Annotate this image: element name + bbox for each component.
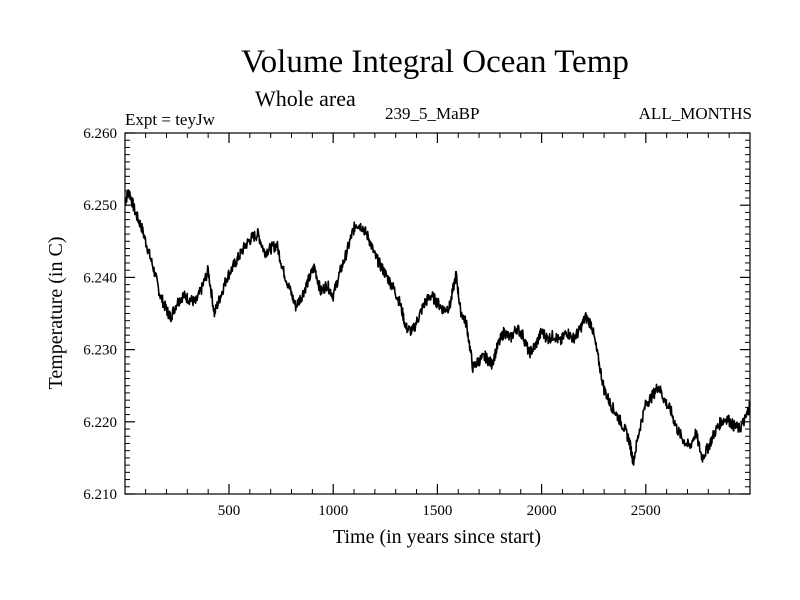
y-tick-label: 6.210 xyxy=(83,487,117,503)
y-tick-label: 6.240 xyxy=(83,270,117,286)
y-tick-label: 6.260 xyxy=(83,126,117,142)
x-tick-label: 500 xyxy=(218,503,241,519)
x-tick-label: 2500 xyxy=(631,503,661,519)
plot-frame xyxy=(124,132,751,495)
period-label: 239_5_MaBP xyxy=(385,104,480,123)
chart-subtitle: Whole area xyxy=(255,86,356,111)
y-tick-labels: 6.210 6.220 6.230 6.240 6.250 6.260 xyxy=(83,126,117,503)
x-tick-labels: 500 1000 1500 2000 2500 xyxy=(218,503,661,519)
y-tick-label: 6.250 xyxy=(83,198,117,214)
experiment-label: Expt = teyJw xyxy=(125,110,215,129)
major-ticks xyxy=(125,132,750,495)
months-label: ALL_MONTHS xyxy=(638,104,752,123)
x-tick-label: 2000 xyxy=(527,503,557,519)
minor-ticks xyxy=(125,133,750,494)
chart-title: Volume Integral Ocean Temp xyxy=(241,44,629,80)
y-axis-label: Temperature (in C) xyxy=(45,237,67,390)
y-tick-label: 6.220 xyxy=(83,415,117,431)
x-tick-label: 1500 xyxy=(422,503,452,519)
x-tick-label: 1000 xyxy=(318,503,348,519)
series-line-ocean-temp xyxy=(124,189,751,466)
y-tick-label: 6.230 xyxy=(83,343,117,359)
x-axis-label: Time (in years since start) xyxy=(333,526,541,548)
